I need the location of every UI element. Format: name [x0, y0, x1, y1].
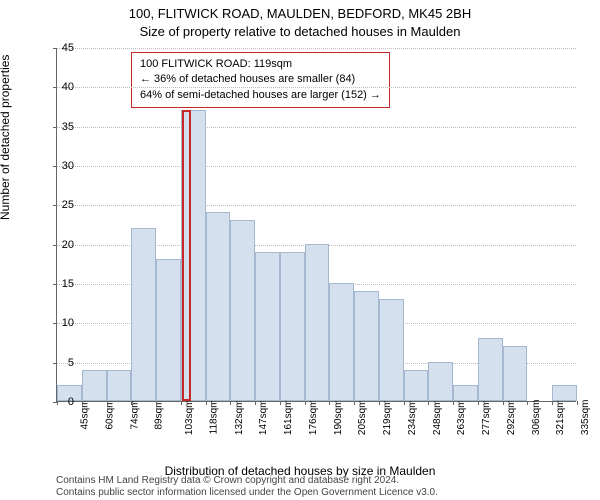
- xtick-mark: [478, 401, 479, 405]
- xtick-label: 292sqm: [506, 400, 517, 436]
- xtick-label: 306sqm: [531, 400, 542, 436]
- histogram-bar: [453, 385, 478, 401]
- annotation-line3: 64% of semi-detached houses are larger (…: [140, 88, 381, 103]
- gridline-h: [57, 166, 576, 167]
- ytick-label: 20: [50, 239, 74, 251]
- xtick-label: 219sqm: [382, 400, 393, 436]
- histogram-bar: [255, 252, 280, 401]
- xtick-mark: [280, 401, 281, 405]
- ytick-label: 0: [50, 396, 74, 408]
- annotation-box: 100 FLITWICK ROAD: 119sqm ← 36% of detac…: [131, 52, 390, 108]
- chart-title-line1: 100, FLITWICK ROAD, MAULDEN, BEDFORD, MK…: [0, 6, 600, 21]
- xtick-label: 248sqm: [432, 400, 443, 436]
- ytick-label: 40: [50, 81, 74, 93]
- copyright-block: Contains HM Land Registry data © Crown c…: [56, 475, 438, 498]
- histogram-bar: [131, 228, 156, 401]
- histogram-bar: [354, 291, 379, 401]
- xtick-label: 161sqm: [283, 400, 294, 436]
- xtick-label: 321sqm: [556, 400, 567, 436]
- xtick-label: 147sqm: [258, 400, 269, 436]
- xtick-mark: [577, 401, 578, 405]
- xtick-mark: [206, 401, 207, 405]
- histogram-bar: [305, 244, 330, 401]
- xtick-label: 277sqm: [481, 400, 492, 436]
- histogram-bar: [107, 370, 132, 401]
- gridline-h: [57, 205, 576, 206]
- ytick-label: 15: [50, 278, 74, 290]
- xtick-label: 263sqm: [457, 400, 468, 436]
- xtick-label: 176sqm: [308, 400, 319, 436]
- xtick-mark: [527, 401, 528, 405]
- histogram-bar: [156, 259, 181, 401]
- xtick-mark: [503, 401, 504, 405]
- xtick-mark: [82, 401, 83, 405]
- xtick-mark: [305, 401, 306, 405]
- ytick-label: 35: [50, 121, 74, 133]
- xtick-mark: [181, 401, 182, 405]
- histogram-bar: [503, 346, 528, 401]
- xtick-mark: [255, 401, 256, 405]
- xtick-mark: [404, 401, 405, 405]
- xtick-label: 335sqm: [580, 400, 591, 436]
- histogram-bar: [206, 212, 231, 401]
- xtick-label: 190sqm: [333, 400, 344, 436]
- xtick-mark: [107, 401, 108, 405]
- xtick-mark: [354, 401, 355, 405]
- xtick-label: 234sqm: [407, 400, 418, 436]
- histogram-bar: [280, 252, 305, 401]
- gridline-h: [57, 127, 576, 128]
- histogram-bar: [404, 370, 429, 401]
- ytick-label: 30: [50, 160, 74, 172]
- xtick-label: 118sqm: [208, 400, 219, 435]
- ytick-label: 45: [50, 42, 74, 54]
- xtick-label: 132sqm: [234, 400, 245, 436]
- copyright-line2: Contains public sector information licen…: [56, 487, 438, 499]
- xtick-mark: [156, 401, 157, 405]
- xtick-mark: [428, 401, 429, 405]
- gridline-h: [57, 48, 576, 49]
- ytick-label: 25: [50, 199, 74, 211]
- histogram-bar: [552, 385, 577, 401]
- xtick-mark: [453, 401, 454, 405]
- plot-area: 100 FLITWICK ROAD: 119sqm ← 36% of detac…: [56, 48, 576, 402]
- annotation-line2: ← 36% of detached houses are smaller (84…: [140, 72, 381, 87]
- xtick-mark: [552, 401, 553, 405]
- annotation-line1: 100 FLITWICK ROAD: 119sqm: [140, 57, 381, 72]
- chart-container: 100, FLITWICK ROAD, MAULDEN, BEDFORD, MK…: [0, 0, 600, 500]
- histogram-bar: [428, 362, 453, 401]
- xtick-mark: [131, 401, 132, 405]
- histogram-bar: [478, 338, 503, 401]
- copyright-line1: Contains HM Land Registry data © Crown c…: [56, 475, 438, 487]
- ytick-label: 10: [50, 317, 74, 329]
- histogram-bar: [181, 110, 206, 401]
- ytick-label: 5: [50, 357, 74, 369]
- chart-title-line2: Size of property relative to detached ho…: [0, 24, 600, 39]
- xtick-mark: [230, 401, 231, 405]
- histogram-bar: [329, 283, 354, 401]
- xtick-mark: [329, 401, 330, 405]
- histogram-bar: [379, 299, 404, 401]
- y-axis-label: Number of detached properties: [0, 55, 12, 220]
- xtick-label: 103sqm: [184, 400, 195, 436]
- histogram-bar: [230, 220, 255, 401]
- xtick-label: 205sqm: [357, 400, 368, 436]
- gridline-h: [57, 87, 576, 88]
- xtick-mark: [379, 401, 380, 405]
- histogram-bar: [82, 370, 107, 401]
